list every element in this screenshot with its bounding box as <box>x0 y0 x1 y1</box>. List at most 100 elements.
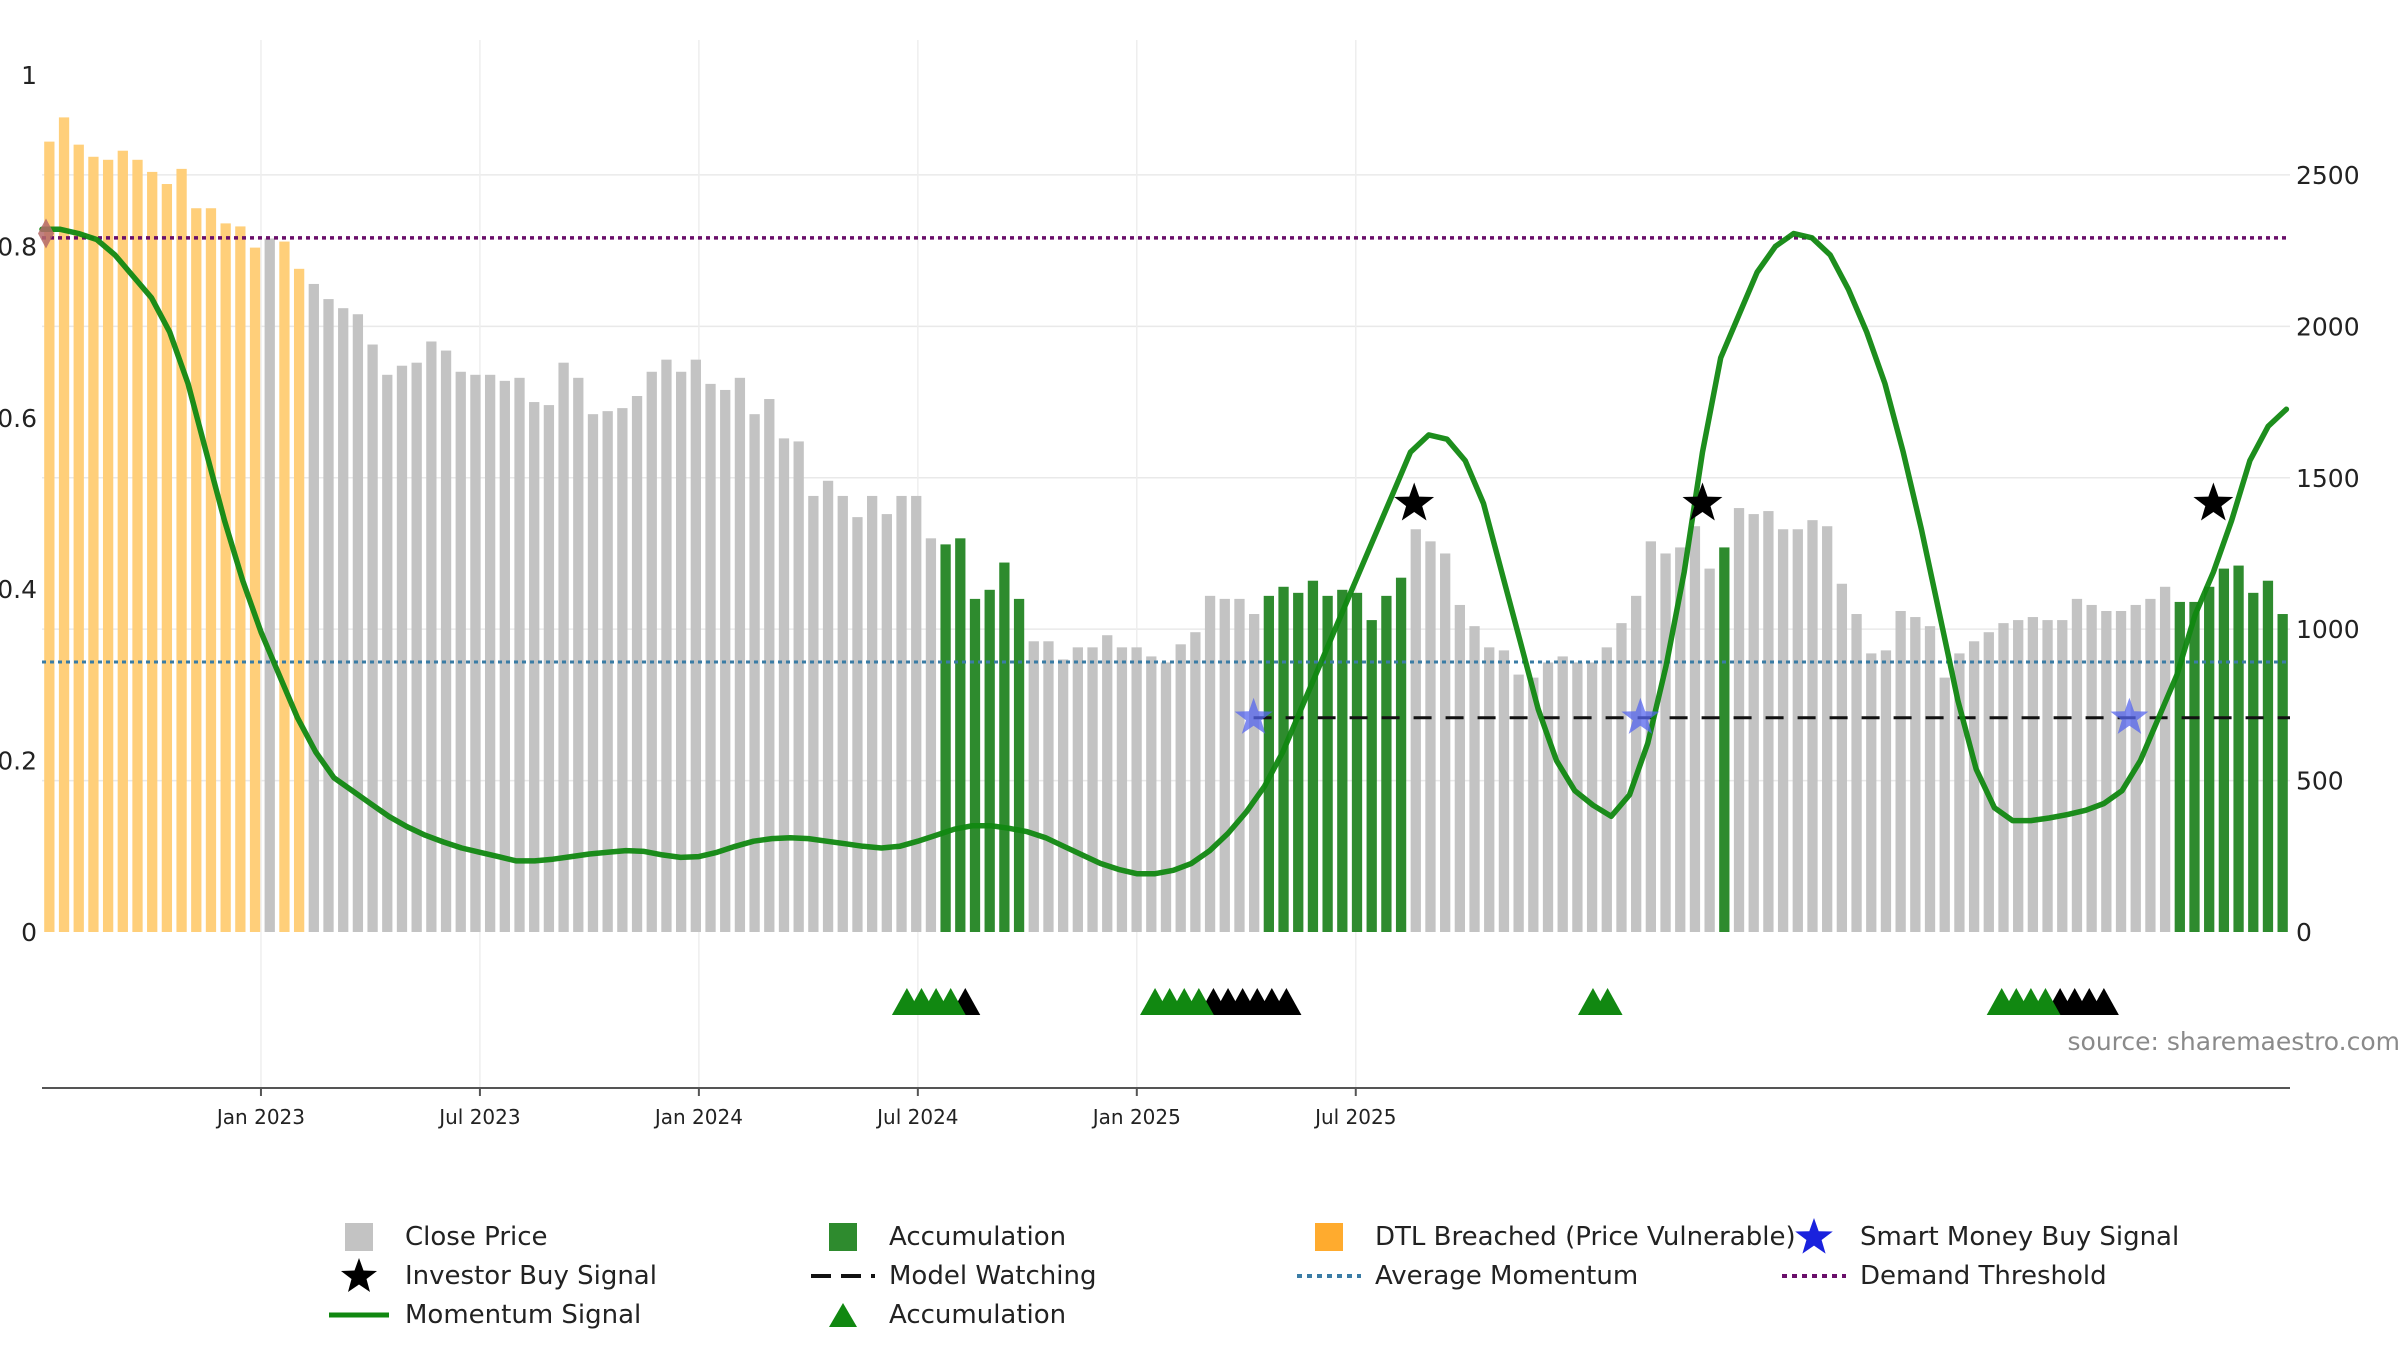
signal-markers <box>38 218 2234 734</box>
x-tick-label: Jul 2025 <box>1313 1105 1396 1129</box>
y-left-tick-label: 0.4 <box>0 575 37 604</box>
y-right-tick-label: 2000 <box>2296 312 2360 341</box>
price-bar <box>793 441 804 932</box>
price-bar <box>602 411 613 932</box>
price-bar <box>1204 595 1216 932</box>
investor-star-icon <box>1394 482 1435 521</box>
price-bar <box>940 544 951 932</box>
price-bar <box>1116 647 1128 932</box>
price-bar <box>1366 620 1377 932</box>
momentum-signal-line <box>39 226 2290 877</box>
y-left-tick-label: 0.8 <box>0 232 37 261</box>
price-bar <box>2013 620 2024 932</box>
price-bar <box>440 350 452 932</box>
price-bar <box>279 241 290 933</box>
price-bar <box>293 268 305 932</box>
price-bar <box>2218 568 2230 932</box>
price-bar <box>2145 598 2156 932</box>
source-label: source: sharemaestro.com <box>2068 1027 2400 1056</box>
price-bars <box>44 117 2288 933</box>
investor-star-icon <box>2193 482 2234 521</box>
x-tick-label: Jul 2023 <box>437 1105 520 1129</box>
accumulation-markers <box>891 988 2119 1015</box>
price-bar <box>470 374 481 932</box>
x-tick-label: Jul 2024 <box>875 1105 958 1129</box>
price-bar <box>1351 592 1363 932</box>
price-bar <box>1498 650 1510 932</box>
price-bar <box>1043 641 1054 932</box>
price-bar <box>646 371 657 932</box>
price-bar <box>1954 653 1965 932</box>
price-bar <box>1836 583 1848 932</box>
price-bar <box>1792 529 1803 932</box>
price-bar <box>205 208 217 932</box>
price-bar <box>367 344 378 933</box>
price-bar <box>2071 598 2083 932</box>
price-bar <box>2027 617 2039 932</box>
price-bar <box>396 365 408 933</box>
triangle-up-icon <box>2088 988 2119 1015</box>
price-bar <box>2174 601 2185 932</box>
price-bar <box>1822 526 1833 932</box>
price-bar <box>1087 647 1098 932</box>
price-bar <box>117 150 128 932</box>
price-bar <box>220 223 231 933</box>
y-right-tick-label: 1000 <box>2296 615 2360 644</box>
price-bar <box>587 414 599 932</box>
price-bar <box>264 238 275 933</box>
price-bar <box>2115 611 2127 932</box>
price-bar <box>822 480 834 932</box>
price-bar <box>764 399 775 932</box>
price-bar <box>969 598 981 932</box>
price-bar <box>734 377 746 932</box>
price-bar <box>338 308 349 933</box>
price-bar <box>690 359 701 933</box>
y-right-tick-label: 2500 <box>2296 161 2360 190</box>
y-right-tick-label: 0 <box>2296 918 2312 947</box>
price-bar <box>1469 626 1480 932</box>
price-bar <box>1542 662 1554 932</box>
axes: Jan 2023 Jul 2023 Jan 2024 Jul 2024 Jan 2025… <box>0 61 2360 1129</box>
price-bar <box>1146 656 1157 932</box>
price-bar <box>705 383 716 932</box>
price-bar <box>1102 635 1113 932</box>
x-tick-label: Jan 2025 <box>1091 1105 1181 1129</box>
price-bar <box>147 171 158 932</box>
price-bar <box>2204 586 2215 932</box>
price-bar <box>1557 656 1568 932</box>
price-bar <box>1763 511 1774 932</box>
price-bar <box>44 141 55 933</box>
dtl-diamond-icon <box>38 218 54 249</box>
price-bar <box>1910 617 1921 932</box>
price-bar <box>1704 568 1715 932</box>
price-bar <box>2159 586 2171 932</box>
price-bar <box>1307 580 1319 932</box>
price-bar <box>1454 604 1465 932</box>
price-bar <box>1395 577 1407 932</box>
y-right-tick-label: 500 <box>2296 767 2344 796</box>
price-bar <box>1160 662 1172 932</box>
price-bar <box>558 362 569 932</box>
y-right-tick-label: 1500 <box>2296 464 2360 493</box>
price-bar <box>852 517 863 932</box>
price-bar <box>2042 620 2053 932</box>
price-bar <box>1322 595 1333 932</box>
price-bar <box>881 514 892 932</box>
price-bar <box>161 184 173 932</box>
price-bar <box>661 359 672 933</box>
price-bar <box>455 371 466 932</box>
price-bar <box>2248 592 2259 932</box>
price-bar <box>1484 647 1495 932</box>
price-bar <box>1528 677 1539 932</box>
triangle-up-icon <box>935 988 966 1015</box>
price-bar <box>675 371 687 932</box>
price-bar <box>1013 598 1025 932</box>
price-bar <box>529 402 540 933</box>
price-bar <box>1719 547 1730 932</box>
smart-money-star-icon <box>1621 697 1660 734</box>
price-bar <box>484 374 496 932</box>
price-bar <box>2233 565 2244 932</box>
y-left-tick-label: 0.2 <box>0 747 37 776</box>
price-bar <box>1278 586 1289 932</box>
price-bar <box>925 538 937 932</box>
